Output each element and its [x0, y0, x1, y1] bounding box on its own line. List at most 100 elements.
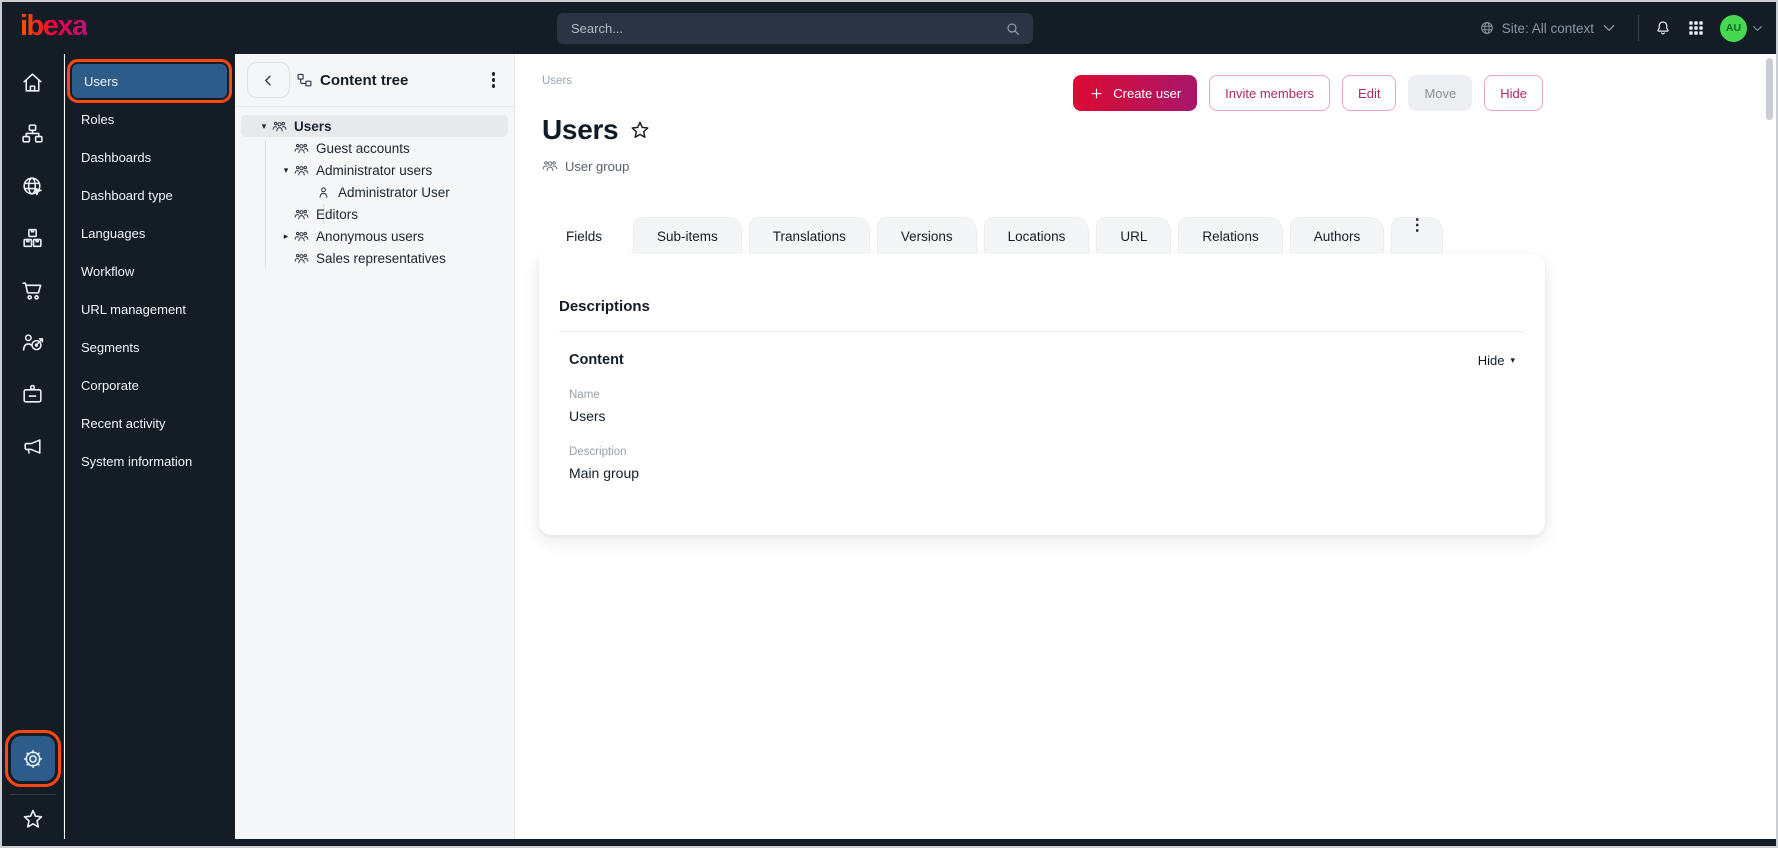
bottom-edge-bar — [2, 839, 1776, 846]
content-type-label: User group — [565, 158, 630, 174]
collapse-group-button[interactable]: Hide ▾ — [1477, 352, 1515, 368]
tree-node-label: Guest accounts — [316, 140, 410, 156]
content-tree-title: Content tree — [296, 72, 408, 89]
corporate-account-icon[interactable] — [2, 368, 63, 420]
site-context-selector[interactable]: Site: All context — [1473, 19, 1623, 37]
field-label: Name — [569, 389, 600, 401]
breadcrumb[interactable]: Users — [542, 75, 573, 87]
caret-down-icon: ▾ — [1510, 354, 1515, 365]
tree-node-label: Editors — [316, 206, 359, 222]
app-grid-button[interactable] — [1687, 19, 1705, 37]
edit-button[interactable]: Edit — [1342, 75, 1397, 111]
sidebar-item-url-management[interactable]: URL management — [69, 290, 231, 328]
chevron-down-icon — [1751, 22, 1764, 35]
tab-authors[interactable]: Authors — [1289, 217, 1385, 254]
section-title: Descriptions — [559, 298, 650, 315]
field-group-header: Content Hide ▾ — [569, 352, 1515, 368]
content-type-icon — [294, 251, 309, 266]
tree-node-label: Anonymous users — [316, 228, 425, 244]
sidebar-item-roles[interactable]: Roles — [69, 100, 231, 138]
tree-node-label: Users — [294, 118, 332, 134]
sidebar-item-languages[interactable]: Languages — [69, 214, 231, 252]
sidebar-item-recent-activity[interactable]: Recent activity — [69, 404, 231, 442]
sidebar-item-dashboards[interactable]: Dashboards — [69, 138, 231, 176]
tab-sub-items[interactable]: Sub-items — [633, 217, 742, 254]
home-icon[interactable] — [2, 56, 63, 108]
field-value: Users — [569, 408, 606, 424]
tree-node-administrator-user[interactable]: Administrator User — [241, 181, 508, 203]
bell-icon — [1654, 19, 1672, 37]
sidebar-item-users[interactable]: Users — [67, 59, 232, 103]
page-title-row: Users — [542, 114, 651, 146]
content-type-row: User group — [542, 158, 629, 174]
user-menu[interactable]: AU — [1720, 14, 1764, 42]
move-button[interactable]: Move — [1408, 75, 1473, 111]
tree-indent-guide — [265, 140, 266, 266]
site-context-label: Site: All context — [1501, 20, 1594, 36]
user-group-icon — [542, 158, 558, 174]
tab-locations[interactable]: Locations — [983, 217, 1090, 254]
tree-node-sales-representatives[interactable]: Sales representatives — [241, 247, 508, 269]
action-buttons: Create user Invite members Edit Move Hid… — [1073, 75, 1543, 111]
collapse-tree-button[interactable] — [247, 62, 290, 98]
search-input[interactable] — [569, 20, 997, 37]
tab-label: Translations — [772, 228, 846, 244]
sidebar-item-workflow[interactable]: Workflow — [69, 252, 231, 290]
search-bar[interactable] — [557, 13, 1033, 44]
hide-button[interactable]: Hide — [1484, 75, 1543, 111]
notifications-button[interactable] — [1654, 19, 1672, 37]
product-catalog-icon[interactable] — [2, 212, 63, 264]
ibexa-logo: ibexa — [20, 10, 88, 42]
sidebar-item-label: URL management — [81, 301, 187, 317]
sidebar-item-dashboard-type[interactable]: Dashboard type — [69, 176, 231, 214]
card-inner: Descriptions Content Hide ▾ Name Users — [539, 254, 1545, 481]
personalization-icon[interactable] — [2, 316, 63, 368]
scrollbar-thumb[interactable] — [1766, 58, 1773, 120]
tree-expand-caret[interactable]: ▾ — [261, 120, 267, 131]
avatar[interactable]: AU — [1720, 14, 1747, 42]
sidebar-item-label: Dashboards — [81, 149, 152, 165]
tab-versions[interactable]: Versions — [876, 217, 977, 254]
chevron-left-icon — [261, 73, 276, 88]
tree-expand-caret[interactable]: ▾ — [283, 164, 289, 175]
section-divider — [559, 331, 1525, 332]
tab-bar: Fields Sub-items Translations Versions L… — [542, 217, 1444, 257]
tab-translations[interactable]: Translations — [748, 217, 870, 254]
tree-node-guest-accounts[interactable]: Guest accounts — [241, 137, 508, 159]
invite-members-button[interactable]: Invite members — [1209, 75, 1331, 111]
bookmark-star-icon[interactable] — [629, 119, 651, 141]
rail-items — [2, 56, 63, 472]
sidebar-item-corporate[interactable]: Corporate — [69, 366, 231, 404]
sidebar-item-label: Languages — [81, 225, 146, 241]
tree-node-editors[interactable]: Editors — [241, 203, 508, 225]
icon-rail — [2, 54, 64, 846]
tab-fields[interactable]: Fields — [542, 217, 627, 257]
site-management-icon[interactable] — [2, 160, 63, 212]
tree-node-anonymous-users[interactable]: ▸ Anonymous users — [241, 225, 508, 247]
settings-button[interactable] — [4, 730, 61, 787]
tree-node-administrator-users[interactable]: ▾ Administrator users — [241, 159, 508, 181]
tab-more[interactable]: ⋮ — [1391, 217, 1444, 254]
content-structure-icon[interactable] — [2, 108, 63, 160]
content-type-icon — [294, 207, 309, 222]
tab-label: ⋮ — [1409, 217, 1426, 234]
create-user-button[interactable]: Create user — [1073, 75, 1198, 111]
rail-bottom — [2, 730, 63, 834]
tree-node-users[interactable]: ▾ Users — [241, 115, 508, 137]
sidebar-item-label: Segments — [81, 339, 140, 355]
sidebar-item-system-information[interactable]: System information — [69, 442, 231, 480]
sidebar-item-label: Workflow — [81, 263, 135, 279]
sidebar-item-segments[interactable]: Segments — [69, 328, 231, 366]
tab-relations[interactable]: Relations — [1178, 217, 1283, 254]
tab-label: Locations — [1007, 228, 1066, 244]
gear-icon — [21, 747, 45, 771]
tab-url[interactable]: URL — [1096, 217, 1172, 254]
tree-expand-caret[interactable]: ▸ — [283, 230, 289, 241]
sidebar-item-label: Recent activity — [81, 415, 166, 431]
sidebar-item-label: Users — [84, 73, 118, 89]
bookmarks-button[interactable] — [18, 804, 48, 834]
tree-options-button[interactable] — [485, 67, 503, 93]
marketing-icon[interactable] — [2, 420, 63, 472]
commerce-icon[interactable] — [2, 264, 63, 316]
content-tree-header: Content tree — [235, 54, 514, 107]
